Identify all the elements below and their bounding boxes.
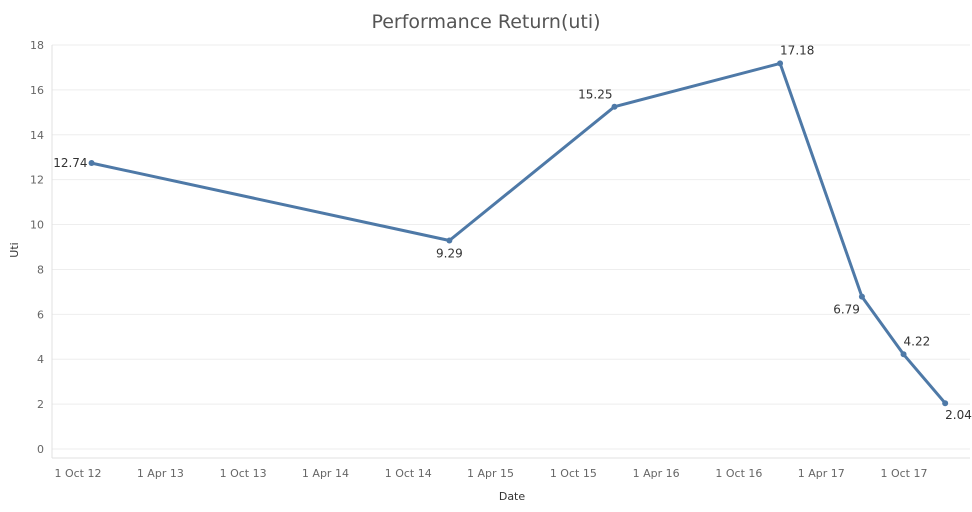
- y-tick-label: 6: [37, 308, 44, 321]
- data-point[interactable]: [611, 103, 618, 110]
- gridlines: [52, 44, 970, 450]
- x-tick-label: 1 Oct 15: [550, 467, 597, 480]
- series-line-group: [91, 61, 947, 405]
- x-tick-label: 1 Apr 14: [302, 467, 349, 480]
- series-line: [91, 61, 947, 405]
- y-axis-title: Uti: [8, 242, 21, 257]
- y-tick-label: 18: [30, 39, 44, 52]
- y-tick-label: 0: [37, 443, 44, 456]
- data-label: 2.04: [945, 408, 972, 422]
- x-axis-title: Date: [499, 490, 526, 503]
- y-tick-label: 2: [37, 398, 44, 411]
- data-labels: 12.74 9.29 15.25 17.18 6.79 4.22 2.04: [53, 43, 972, 422]
- data-point[interactable]: [777, 60, 784, 67]
- chart-title: Performance Return(uti): [371, 11, 600, 33]
- x-tick-label: 1 Oct 12: [54, 467, 101, 480]
- data-label: 6.79: [833, 303, 860, 317]
- data-label: 12.74: [53, 156, 87, 170]
- data-point[interactable]: [942, 400, 949, 407]
- data-point[interactable]: [446, 237, 453, 244]
- x-tick-label: 1 Apr 17: [798, 467, 845, 480]
- y-tick-label: 12: [30, 174, 44, 187]
- data-points: [88, 60, 949, 407]
- data-point[interactable]: [858, 293, 865, 300]
- y-tick-label: 10: [30, 219, 44, 232]
- y-tick-label: 16: [30, 84, 44, 97]
- x-tick-label: 1 Oct 17: [880, 467, 927, 480]
- y-tick-label: 8: [37, 263, 44, 276]
- x-tick-label: 1 Apr 13: [137, 467, 184, 480]
- data-label: 15.25: [578, 88, 612, 102]
- y-tick-label: 4: [37, 353, 44, 366]
- x-tick-label: 1 Oct 13: [220, 467, 267, 480]
- x-tick-label: 1 Apr 15: [467, 467, 514, 480]
- x-tick-label: 1 Apr 16: [633, 467, 680, 480]
- axes: 0 2 4 6 8 10 12 14 16 18 1 Oct 12 1 Apr 13 1 Oct 13 1…: [30, 39, 970, 480]
- x-tick-label: 1 Oct 16: [715, 467, 762, 480]
- data-label: 17.18: [780, 43, 814, 57]
- data-point[interactable]: [88, 160, 95, 167]
- data-point[interactable]: [900, 351, 907, 358]
- x-tick-label: 1 Oct 14: [385, 467, 432, 480]
- data-label: 9.29: [436, 246, 463, 260]
- data-label: 4.22: [904, 334, 931, 348]
- y-tick-label: 14: [30, 129, 44, 142]
